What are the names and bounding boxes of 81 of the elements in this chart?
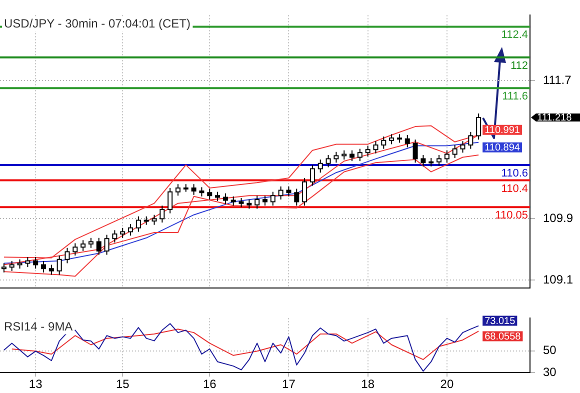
candlestick: [278, 186, 284, 200]
candlestick: [56, 255, 62, 276]
x-tick-label: 13: [28, 377, 43, 392]
chart-title: USD/JPY - 30min - 07:04:01 (CET): [4, 16, 191, 31]
candlestick: [9, 260, 14, 272]
ref-line-label: 110.6: [501, 167, 528, 180]
y-tick-label: 111.7: [543, 72, 572, 87]
candlestick: [96, 237, 102, 256]
text: 111.218: [537, 112, 572, 124]
y-tick-label: 30: [543, 364, 557, 379]
candlestick: [350, 150, 355, 162]
candlestick: [215, 191, 220, 202]
candlestick: [412, 139, 418, 164]
candlestick: [238, 197, 244, 208]
candlestick: [334, 151, 339, 164]
candlestick: [381, 136, 386, 150]
candlestick: [199, 186, 204, 197]
candlestick: [25, 256, 30, 268]
candlestick: [460, 140, 466, 154]
candlestick: [444, 150, 450, 164]
candlestick: [72, 242, 78, 256]
candlestick: [17, 258, 22, 270]
candlestick: [270, 191, 276, 206]
candlestick: [246, 198, 252, 210]
candlestick: [152, 214, 157, 226]
candlestick: [136, 216, 141, 232]
candlestick: [294, 188, 300, 206]
candlestick: [33, 256, 38, 270]
candlestick: [230, 196, 236, 206]
candlestick: [404, 134, 410, 148]
x-tick-label: 15: [116, 377, 130, 392]
y-tick-label: 109.1: [543, 272, 574, 286]
y-tick-label: 50: [543, 343, 557, 358]
candlestick: [468, 131, 474, 150]
candlestick: [112, 230, 118, 243]
candlestick: [191, 184, 196, 196]
candlestick: [310, 164, 315, 186]
candlestick: [41, 260, 46, 273]
ref-line-label: 110.4: [501, 182, 528, 195]
data-label: 110.991: [484, 125, 520, 136]
candlestick: [120, 227, 126, 238]
candlestick: [48, 264, 54, 276]
candlestick: [222, 192, 228, 205]
data-label: 73.015: [484, 316, 516, 328]
candlestick: [64, 247, 70, 264]
ref-line-label: 112: [510, 60, 528, 72]
candlestick: [452, 144, 458, 159]
candlestick: [436, 154, 442, 166]
ref-line-label: 111.6: [502, 90, 528, 103]
candlestick: [342, 150, 347, 160]
candlestick: [207, 188, 212, 200]
candlestick: [476, 112, 482, 140]
candlestick: [254, 195, 260, 210]
candlestick: [88, 237, 94, 248]
candlestick: [104, 234, 110, 256]
candlestick: [326, 154, 331, 168]
x-tick-label: 20: [440, 377, 454, 392]
data-label: 68.0558: [484, 331, 522, 342]
candlestick: [175, 184, 180, 196]
chart-title: RSI14 - 9MA: [4, 320, 73, 334]
candlestick: [420, 154, 426, 167]
candlestick: [318, 159, 323, 174]
candlestick: [80, 240, 86, 252]
candlestick: [286, 186, 292, 197]
candlestick: [373, 140, 378, 154]
candlestick: [357, 148, 362, 162]
candlestick: [365, 145, 370, 157]
candlestick: [160, 205, 165, 224]
candlestick: [128, 224, 134, 236]
x-tick-label: 17: [282, 377, 296, 392]
ref-line-label: 112.4: [501, 29, 528, 42]
ref-line-label: 110.05: [495, 210, 528, 222]
data-label: 110.894: [484, 142, 520, 154]
candlestick: [262, 195, 268, 206]
y-tick-label: 109.9: [543, 211, 574, 226]
candlestick: [1, 262, 6, 273]
x-tick-label: 16: [202, 377, 217, 392]
x-tick-label: 18: [361, 377, 375, 392]
candlestick: [389, 134, 394, 145]
candlestick: [168, 187, 173, 214]
candlestick: [302, 177, 308, 206]
